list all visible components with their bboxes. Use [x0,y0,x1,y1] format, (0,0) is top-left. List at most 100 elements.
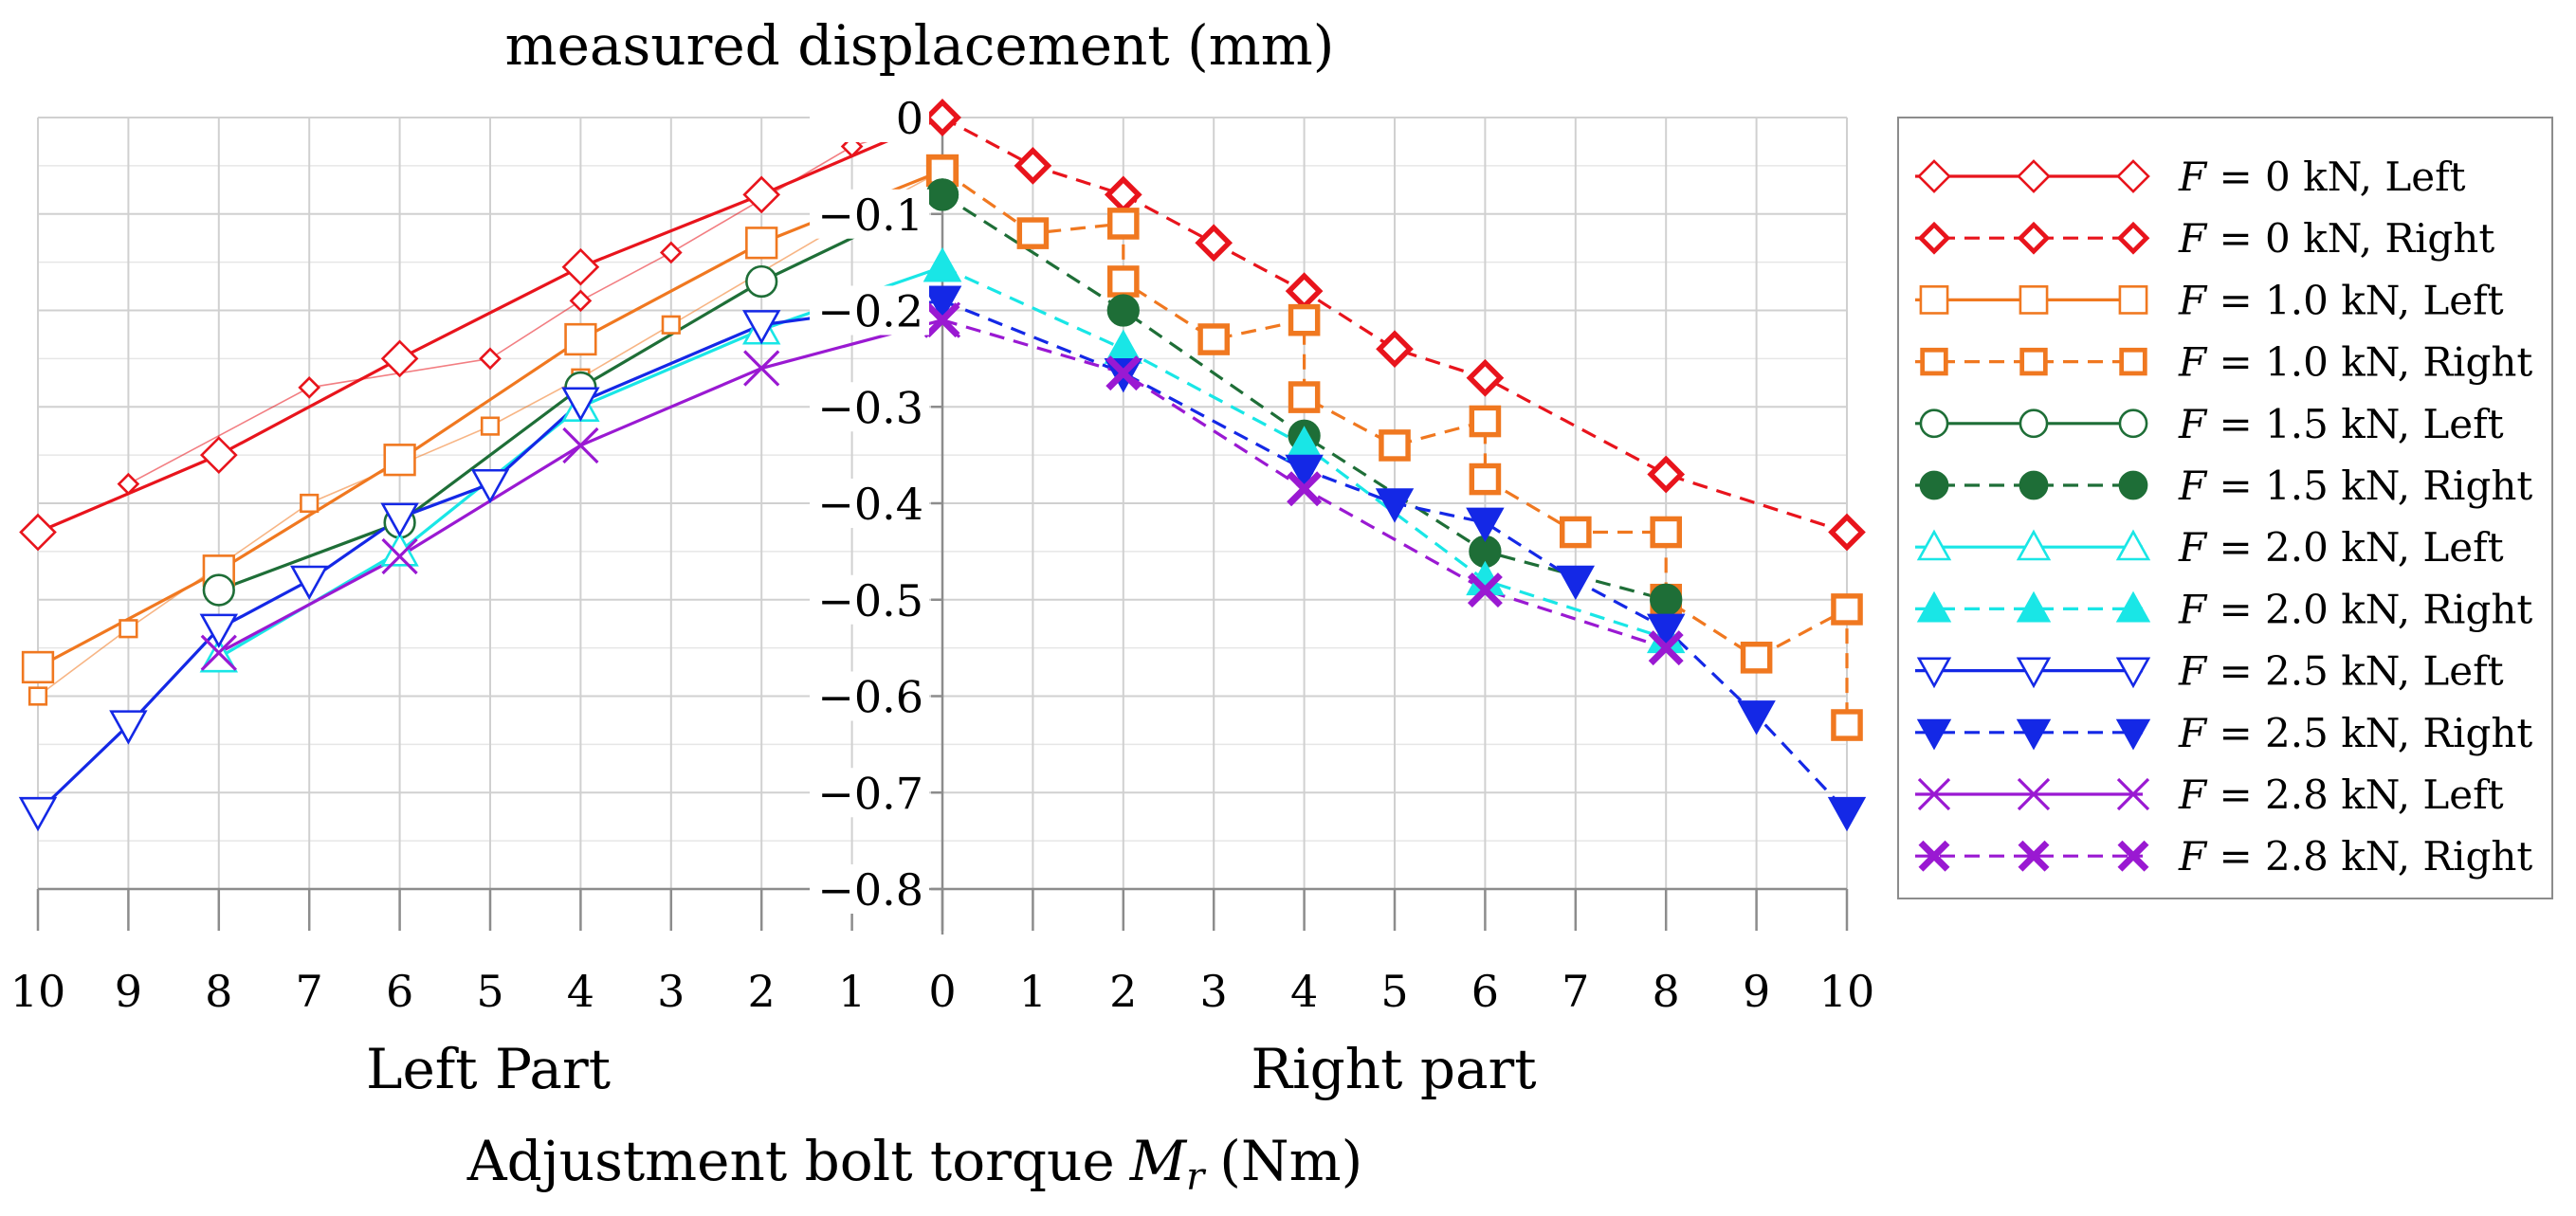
x-tick-label: 1 [838,966,866,1017]
legend-label: F = 2.8 kN, Right [2178,833,2532,880]
legend-series-name: = 0 kN, Left [2206,154,2465,200]
y-tick-label: −0.7 [817,768,923,819]
data-point [199,613,239,648]
y-tick-label-bg [810,574,929,625]
legend-marker [2017,777,2051,811]
legend-marker [2016,529,2052,561]
marker-layer [18,99,1867,832]
data-point [1466,358,1505,397]
legend-marker [2019,470,2049,500]
data-point-small [479,347,502,371]
data-point [1737,700,1776,735]
legend-marker [1918,840,1950,872]
x-axis-unit: (Nm) [1219,1129,1362,1193]
data-point [1106,265,1140,298]
data-point [1831,593,1863,626]
y-tick-label-bg [810,479,929,528]
x-tick-label: 3 [1200,966,1228,1017]
legend-marker [2017,221,2051,255]
legend-series-name: = 2.8 kN, Left [2206,771,2504,818]
legend-marker [2019,347,2048,376]
legend-label: F = 1.0 kN, Left [2178,277,2504,323]
data-point [924,302,960,338]
data-point [1106,294,1140,327]
legend-force-symbol: F [2178,648,2208,695]
legend-label: F = 2.5 kN, Right [2178,710,2532,756]
data-point [1288,303,1321,336]
x-tick-label: 1 [1019,966,1047,1017]
legend-label: F = 1.5 kN, Right [2178,463,2532,509]
data-point [1467,572,1503,608]
data-point [1559,516,1592,549]
data-point [1197,323,1230,355]
data-point [1647,455,1686,494]
data-point [745,227,778,260]
data-point-small [300,493,320,514]
data-point [1379,429,1411,462]
legend-force-symbol: F [2178,833,2208,880]
legend-force-symbol: F [2178,586,2208,632]
x-tick-labels: 10 9 8 7 6 5 4 3 2 1 0 1 2 3 4 5 6 7 8 9 10 [10,966,1875,1017]
legend-marker [2116,159,2150,193]
legend-item: F = 1.0 kN, Right [1915,339,2532,386]
data-point [743,350,780,387]
legend-series-name: = 1.5 kN, Right [2206,463,2532,509]
y-tick-label-bg [810,285,929,336]
y-tick-label: −0.5 [817,575,923,626]
legend-series-name: = 2.0 kN, Right [2206,586,2532,632]
x-tick-label: 4 [567,966,594,1017]
data-point [741,310,781,345]
x-tick-label: 6 [386,966,413,1017]
legend: F = 0 kN, Left F = 0 kN, Right F = 1.0 kN,… [1897,117,2553,899]
legend-marker [1917,777,1951,811]
legend-series-name: = 1.0 kN, Left [2206,277,2504,323]
legend-series-name: = 2.8 kN, Right [2206,833,2532,880]
data-point-small [119,619,138,639]
legend-marker [2115,529,2151,561]
legend-marker [1919,285,1949,315]
data-point [380,339,419,378]
right-part-label: Right part [1251,1037,1536,1101]
legend-marker [2116,777,2150,811]
data-point [1285,454,1324,490]
x-tick-label: 6 [1471,966,1499,1017]
data-point [1646,613,1686,648]
legend-marker [2118,408,2148,439]
legend-marker [1916,590,1952,623]
y-tick-label-bg [810,93,929,142]
legend-label: F = 1.0 kN, Right [2178,339,2532,386]
legend-box [1897,117,2553,899]
legend-series-name: = 1.5 kN, Left [2206,401,2504,447]
data-point [1016,217,1050,249]
data-point [200,634,237,671]
legend-item: F = 2.5 kN, Right [1915,710,2532,756]
legend-label: F = 2.0 kN, Left [2178,524,2504,571]
data-point [923,247,962,282]
y-tick-label: −0.8 [817,864,923,916]
legend-item: F = 1.5 kN, Left [1915,401,2504,447]
data-point [380,502,419,537]
legend-force-symbol: F [2178,710,2208,756]
data-point [923,99,961,136]
y-tick-label: −0.3 [817,382,923,433]
x-tick-label: 5 [1380,966,1408,1017]
legend-force-symbol: F [2178,339,2208,386]
x-axis-title-text: Adjustment bolt torque [466,1129,1115,1193]
y-tick-label-bg [810,768,929,818]
legend-item: F = 2.8 kN, Right [1915,833,2532,880]
x-tick-label: 7 [1562,966,1589,1017]
data-point [1556,565,1596,601]
data-point [202,573,235,607]
data-point-small [569,289,593,313]
x-tick-label: 5 [476,966,503,1017]
data-point [1105,355,1142,391]
data-point [383,444,416,477]
data-point [1466,507,1505,543]
legend-marker [2016,590,2052,623]
legend-marker [2116,221,2150,255]
legend-series-name: = 2.5 kN, Left [2206,648,2504,695]
legend-marker [2019,285,2049,315]
legend-series-name: = 0 kN, Right [2206,215,2494,262]
x-tick-label: 8 [205,966,232,1017]
